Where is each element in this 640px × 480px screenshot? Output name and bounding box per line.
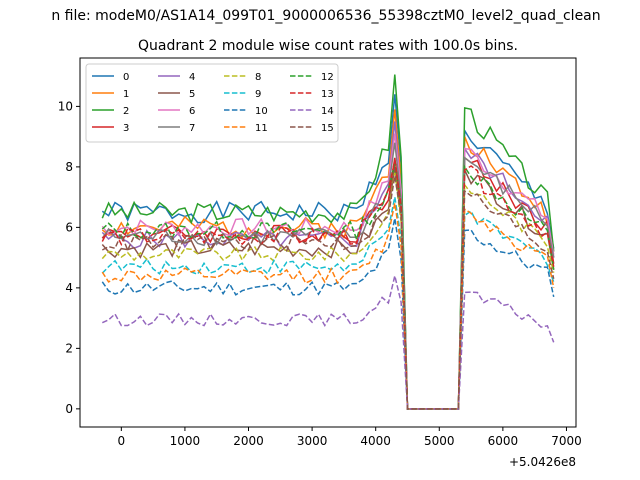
- legend-label-9: 9: [255, 89, 261, 100]
- legend-label-8: 8: [255, 72, 261, 83]
- y-axis: 0 2 4 6 8 10: [58, 99, 80, 416]
- legend-frame: [85, 63, 339, 143]
- series-line-12: [101, 163, 555, 410]
- plot-frame: [79, 57, 577, 428]
- legend-label-1: 1: [123, 89, 129, 100]
- x-tick-label: 3000: [297, 434, 328, 448]
- series-line-2: [101, 74, 555, 410]
- legend-label-5: 5: [189, 89, 195, 100]
- legend-label-4: 4: [189, 72, 195, 83]
- legend-label-11: 11: [255, 123, 268, 134]
- x-tick-label: 0: [118, 434, 126, 448]
- legend-label-13: 13: [321, 89, 334, 100]
- legend-label-7: 7: [189, 123, 195, 134]
- series-line-11: [101, 203, 555, 410]
- series-line-6: [101, 133, 555, 410]
- x-tick-label: 1000: [170, 434, 201, 448]
- legend-label-14: 14: [321, 106, 334, 117]
- series-lines: [101, 74, 555, 410]
- x-tick-label: 2000: [233, 434, 264, 448]
- x-tick-label: 5000: [424, 434, 455, 448]
- chart-title: Quadrant 2 module wise count rates with …: [138, 38, 518, 54]
- y-tick-label: 0: [65, 402, 73, 416]
- x-offset-label: +5.0426e8: [509, 455, 576, 469]
- y-tick-label: 10: [58, 99, 73, 113]
- series-line-9: [101, 196, 555, 410]
- chart-suptitle: n file: modeM0/AS1A14_099T01_9000006536_…: [51, 8, 600, 24]
- y-tick-label: 4: [65, 281, 73, 295]
- series-line-14: [101, 275, 555, 410]
- series-line-0: [101, 94, 555, 410]
- series-line-7: [101, 142, 555, 410]
- legend-label-3: 3: [123, 123, 129, 134]
- x-axis: 0 1000 2000 3000 4000 5000 6000 7000: [118, 427, 582, 448]
- x-tick-label: 4000: [360, 434, 391, 448]
- series-line-13: [101, 160, 555, 410]
- legend-label-15: 15: [321, 123, 334, 134]
- legend-label-6: 6: [189, 106, 195, 117]
- legend-label-12: 12: [321, 72, 334, 83]
- x-tick-label: 7000: [551, 434, 582, 448]
- series-line-15: [101, 175, 555, 410]
- legend-label-2: 2: [123, 106, 129, 117]
- y-tick-label: 8: [65, 160, 73, 174]
- y-tick-label: 2: [65, 341, 73, 355]
- y-tick-label: 6: [65, 220, 73, 234]
- series-line-10: [101, 218, 555, 410]
- legend-label-10: 10: [255, 106, 268, 117]
- x-tick-label: 6000: [488, 434, 519, 448]
- legend-label-0: 0: [123, 72, 129, 83]
